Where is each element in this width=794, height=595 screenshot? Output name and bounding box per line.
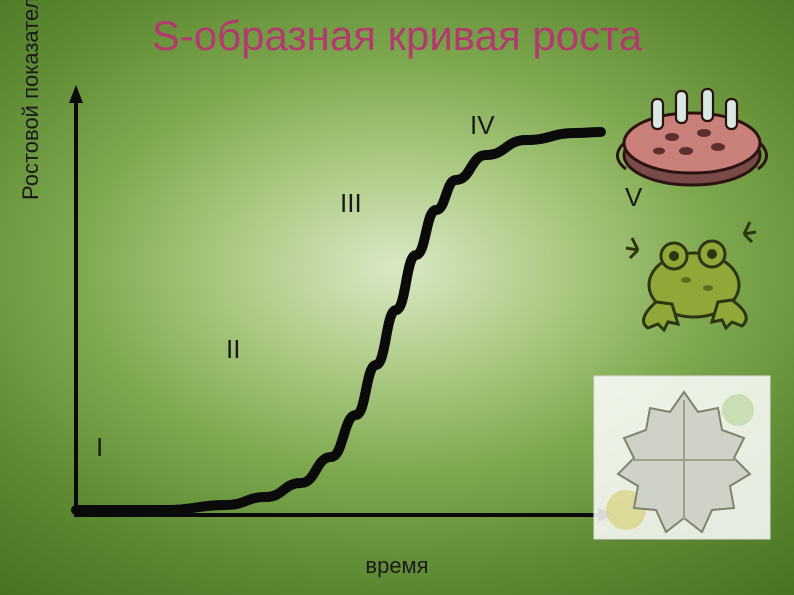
petri-dish-icon <box>614 85 770 195</box>
x-axis-label: время <box>0 553 794 579</box>
slide: S-образная кривая роста Ростовой показат… <box>0 0 794 595</box>
y-axis-label: Ростовой показатель <box>18 0 44 200</box>
frog-icon <box>616 210 766 335</box>
growth-curve-chart <box>56 85 616 525</box>
phase-label-2: II <box>226 334 240 365</box>
phase-label-3: III <box>340 188 362 219</box>
phase-label-1: I <box>96 432 103 463</box>
phase-label-4: IV <box>470 110 495 141</box>
leaf-icon <box>588 370 776 545</box>
plot-svg <box>56 85 616 525</box>
chart-title: S-образная кривая роста <box>0 12 794 60</box>
